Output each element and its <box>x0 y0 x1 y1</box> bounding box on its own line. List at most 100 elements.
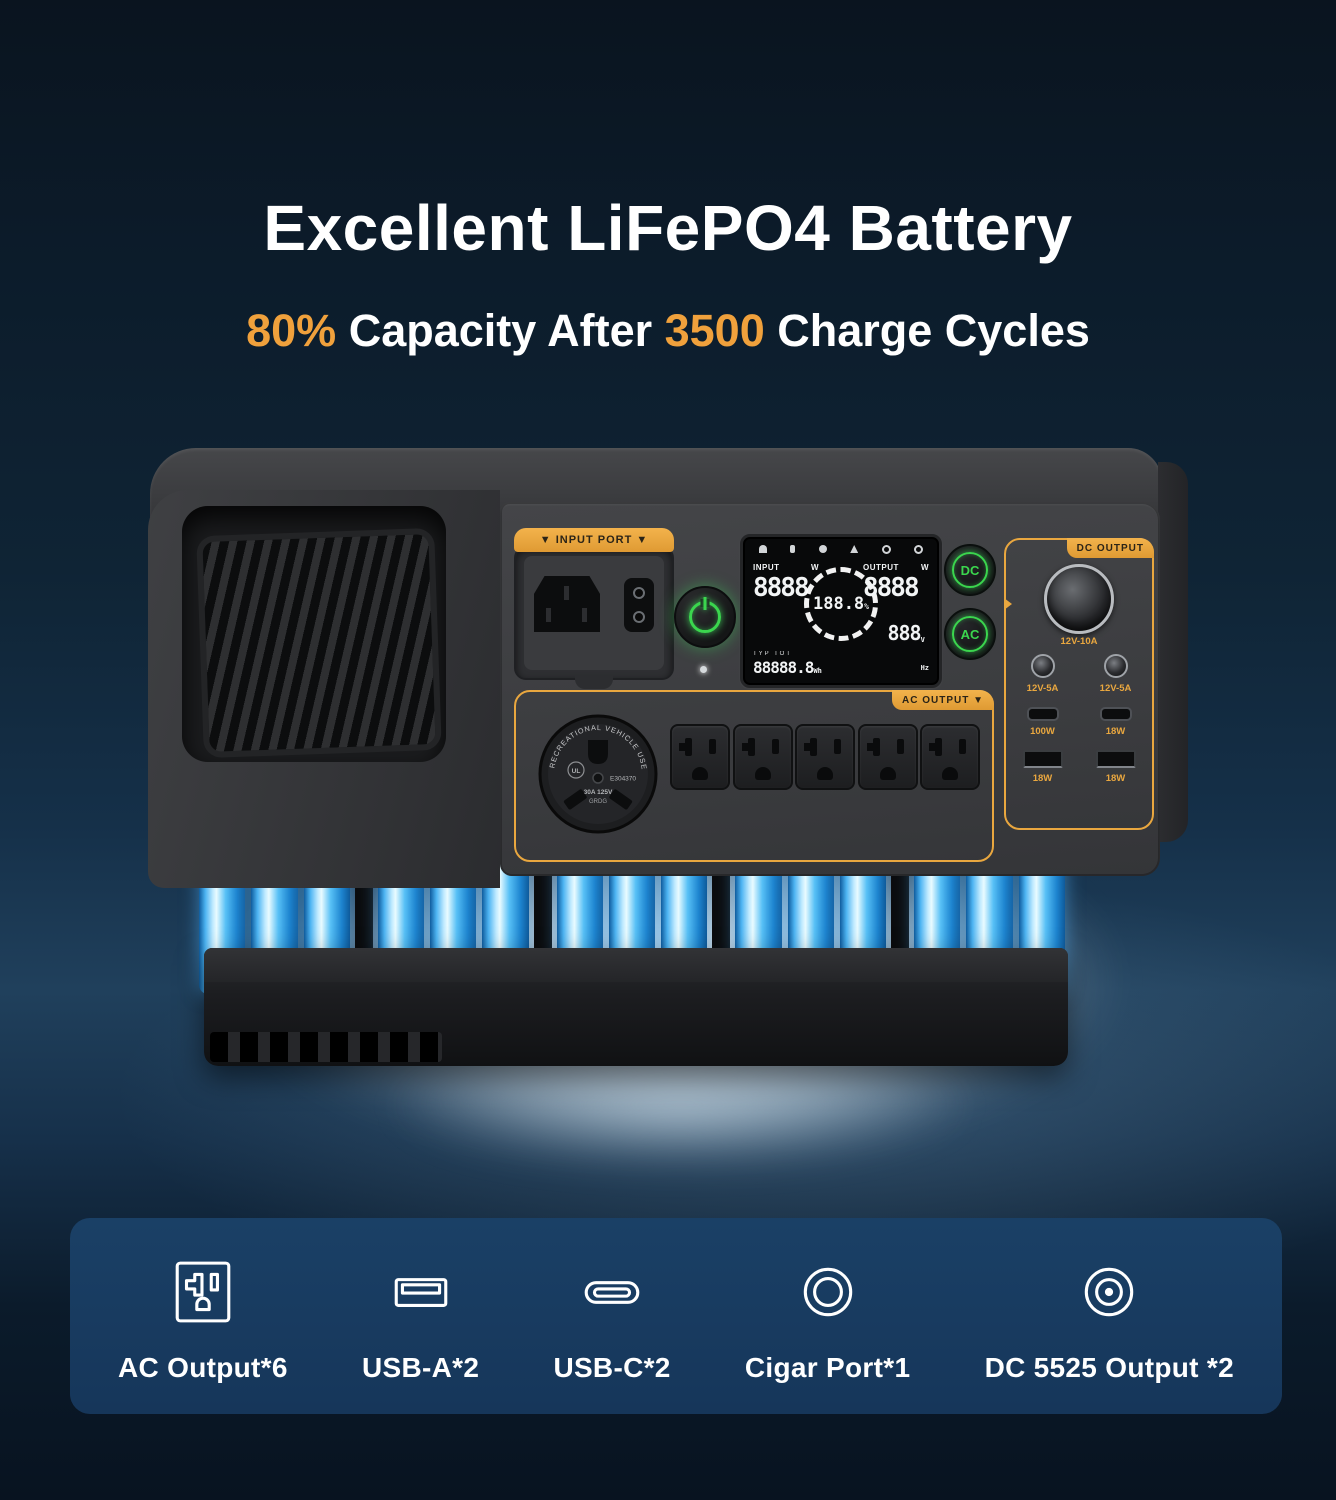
ac-outlet <box>857 724 918 790</box>
rv-slot-top <box>588 740 608 764</box>
lcd-tot-label: TOT <box>774 651 793 657</box>
lcd-energy-value: 88888.8 <box>753 658 814 677</box>
inlet-pin <box>546 608 551 622</box>
cigar-lighter-port <box>1044 564 1114 634</box>
feature-label: Cigar Port*1 <box>744 1352 911 1383</box>
lcd-output-value: 8888 <box>863 573 920 603</box>
vent-grille <box>196 527 442 759</box>
subtitle-capacity-value: 80% <box>246 305 337 357</box>
lcd-misc-value: 888 <box>887 621 921 645</box>
feature-usb-c: USB-C*2 <box>553 1254 670 1384</box>
rv-center-screw <box>592 772 604 784</box>
inlet-pin <box>582 608 587 622</box>
usb-a-icon <box>1095 750 1136 768</box>
lcd-status-icons <box>759 545 923 554</box>
rv-socket: RECREATIONAL VEHICLE USE ONLY UL E304370… <box>536 712 658 834</box>
dc-input-port <box>624 578 654 632</box>
ac-outlet <box>732 724 793 790</box>
cover-pull-tab <box>575 675 613 689</box>
usb-c-icon <box>584 1281 640 1304</box>
page-subtitle: 80% Capacity After 3500 Charge Cycles <box>0 305 1336 357</box>
usb-a-icon <box>1022 750 1063 768</box>
lcd-soc-unit: % <box>864 602 869 611</box>
ac-outlets-row <box>670 724 980 790</box>
bluetooth-icon <box>790 545 796 553</box>
dc-output-label: DC OUTPUT <box>1066 538 1154 558</box>
input-port-label: ▼ INPUT PORT ▼ <box>514 528 674 552</box>
usb-c-port-2: 18W <box>1099 707 1132 737</box>
ac-outlet <box>670 724 730 790</box>
dc-indicator-icon <box>881 545 891 554</box>
lcd-output-block: OUTPUT W 8888 <box>863 563 929 601</box>
status-led <box>700 666 707 673</box>
input-port-section: ▼ INPUT PORT ▼ <box>514 528 674 689</box>
rv-slot-left <box>563 789 587 810</box>
rv-rating-text: 30A 125V <box>584 789 613 796</box>
usb-a-icon <box>394 1278 447 1307</box>
ac-button: AC <box>944 608 996 660</box>
cigar-port-icon <box>803 1267 852 1317</box>
ac-outlet-icon <box>175 1261 231 1323</box>
ac-output-label: AC OUTPUT ▼ <box>891 690 994 710</box>
ac-output-section: AC OUTPUT ▼ RECREATIONAL VEHICLE USE ONL… <box>514 690 994 862</box>
dc-output-section: DC OUTPUT 12V-10A 12V-5A 12V-5A 100W 18W… <box>1004 538 1154 830</box>
dc-ports-grid: 12V-5A 12V-5A 100W 18W 18W 18W <box>1006 654 1152 784</box>
lcd-input-block: INPUT W 8888 <box>753 563 819 601</box>
lcd-energy-unit: Wh <box>813 667 822 675</box>
rv-cert-text: E304370 <box>610 776 636 783</box>
dc5525-port-2: 12V-5A <box>1100 654 1131 694</box>
rv-slot-right <box>609 789 633 810</box>
feature-label: USB-C*2 <box>553 1352 671 1383</box>
device-right-edge <box>1158 462 1188 842</box>
dc5525-port-1: 12V-5A <box>1027 654 1058 694</box>
charge-icon <box>850 545 859 553</box>
subtitle-mid-text: Capacity After <box>336 305 665 357</box>
lcd-output-label: OUTPUT <box>863 563 899 572</box>
lcd-voltage-block: 888V Hz <box>887 621 929 677</box>
lcd-input-value: 8888 <box>753 573 810 603</box>
dc5525-barrel-icon <box>1103 654 1128 678</box>
battery-ring: 188.8% <box>804 567 878 641</box>
usb-c-icon <box>1026 707 1059 721</box>
feature-ac-output: AC Output*6 <box>118 1254 288 1384</box>
features-panel: AC Output*6 USB-A*2 USB-C*2 <box>70 1218 1282 1414</box>
dc-button: DC <box>944 544 996 596</box>
lcd-typ-label: TYP <box>753 651 771 657</box>
feature-cigar-port: Cigar Port*1 <box>745 1254 910 1384</box>
lcd-energy-block: TYP TOT 88888.8Wh <box>753 651 822 677</box>
rv-ul-mark: UL <box>572 768 581 775</box>
dc5525-barrel-icon <box>1030 654 1055 678</box>
page-title: Excellent LiFePO4 Battery <box>263 191 1073 264</box>
feature-label: DC 5525 Output *2 <box>984 1352 1234 1383</box>
power-station: ▼ INPUT PORT ▼ <box>148 448 1188 888</box>
usb-a-port-1: 18W <box>1022 750 1063 784</box>
feature-label: USB-A*2 <box>361 1352 480 1383</box>
usb-c-icon <box>1099 707 1132 721</box>
ac-outlet <box>920 724 980 790</box>
subtitle-tail-text: Charge Cycles <box>764 305 1090 357</box>
feature-label: AC Output*6 <box>118 1352 288 1383</box>
ac-indicator-icon <box>913 545 923 554</box>
power-button <box>674 586 736 648</box>
usb-c-port-1: 100W <box>1026 707 1059 737</box>
usb-a-port-2: 18W <box>1095 750 1136 784</box>
lcd-input-unit: W <box>810 563 819 572</box>
subtitle-cycles-value: 3500 <box>664 305 765 357</box>
inlet-pin <box>564 586 569 600</box>
dc5525-icon <box>1085 1267 1134 1317</box>
feature-usb-a: USB-A*2 <box>362 1254 479 1384</box>
lcd-freq-unit: Hz <box>920 664 929 672</box>
feature-dc5525: DC 5525 Output *2 <box>985 1254 1234 1384</box>
lcd-output-unit: W <box>920 563 929 572</box>
lcd-battery-gauge: 188.8% <box>743 567 939 641</box>
lcd-volt-unit: V <box>920 636 925 644</box>
rv-ground-text: GRDG <box>589 799 607 805</box>
battery-tray <box>204 948 1068 1066</box>
cigar-port-label: 12V-10A <box>1060 636 1098 647</box>
ac-outlet <box>795 724 855 790</box>
lcd-input-label: INPUT <box>753 563 780 572</box>
tray-vents <box>210 1032 442 1062</box>
device-side-panel <box>148 490 500 888</box>
lcd-display: INPUT W 8888 188.8% OUTPUT W 8888 TYP TOT … <box>740 534 942 688</box>
